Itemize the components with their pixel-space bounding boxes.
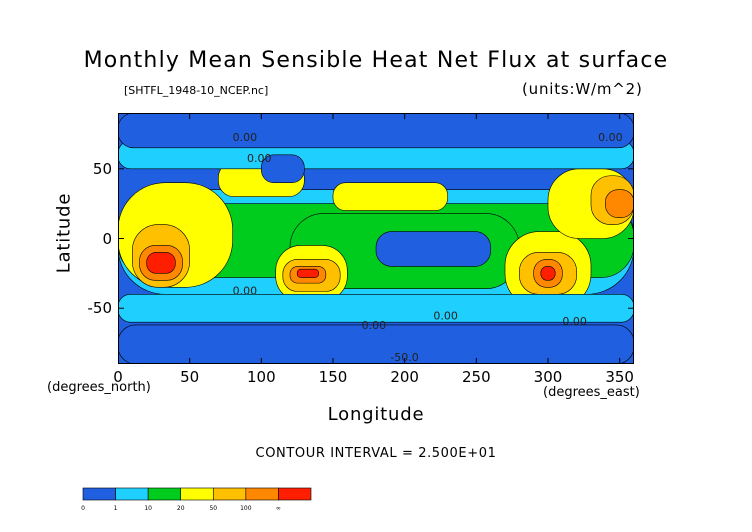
- x-tick-label: 200: [390, 368, 419, 386]
- colorbar-segment: [82, 487, 116, 501]
- field-region-18: [296, 268, 319, 278]
- x-tick-label: 300: [533, 368, 563, 386]
- file-name-label: [SHTFL_1948-10_NCEP.nc]: [124, 84, 269, 97]
- x-tick-label: 100: [247, 368, 276, 386]
- contour-label: -50.0: [390, 351, 418, 364]
- field-region-25: [261, 154, 305, 184]
- x-tick-label: 50: [180, 368, 200, 386]
- field-region-23: [118, 113, 634, 149]
- colorbar-label: 10: [144, 505, 152, 512]
- y-tick-label: 0: [102, 229, 112, 248]
- x-tick-label: 350: [605, 368, 634, 386]
- contour-label: 0.00: [233, 284, 258, 297]
- colorbar-segment: [278, 487, 312, 501]
- field-region-16: [605, 189, 634, 218]
- x-tick-label: 0: [113, 368, 123, 386]
- field-region-17: [146, 252, 176, 274]
- colorbar-label: 50: [209, 505, 218, 512]
- y-axis-title: Latitude: [53, 192, 75, 274]
- field-region-8: [332, 182, 448, 211]
- contour-label: 0.00: [233, 131, 258, 144]
- colorbar-segment: [245, 487, 279, 501]
- colorbar-label: 100: [240, 505, 252, 512]
- colorbar-segment: [115, 487, 149, 501]
- colorbar-label: 0: [81, 505, 85, 512]
- units-label: (units:W/m^2): [522, 80, 643, 98]
- contour-label: 0.00: [562, 315, 587, 328]
- colorbar-segment: [147, 487, 182, 501]
- x-axis-unit: (degrees_east): [543, 385, 640, 400]
- colorbar-segment: [212, 487, 247, 501]
- contour-interval-text: CONTOUR INTERVAL = 2.500E+01: [255, 446, 497, 461]
- colorbar: [82, 487, 312, 501]
- contour-label: 0.00: [598, 131, 623, 144]
- colorbar-segment: [180, 487, 214, 501]
- colorbar-label: ∞: [275, 505, 281, 512]
- y-axis-unit: (degrees_north): [47, 380, 151, 395]
- x-axis-title: Longitude: [327, 404, 425, 425]
- contour-label: 0.00: [433, 309, 458, 322]
- x-tick-label: 150: [318, 368, 348, 386]
- y-tick-label: 50: [92, 159, 112, 178]
- contour-label: 0.00: [247, 152, 272, 165]
- colorbar-label: 1: [113, 505, 118, 512]
- colorbar-label: 20: [176, 505, 185, 512]
- field-region-19: [540, 266, 556, 281]
- contour-label: 0.00: [362, 319, 387, 332]
- x-tick-label: 250: [462, 368, 491, 386]
- chart-title: Monthly Mean Sensible Heat Net Flux at s…: [83, 48, 669, 73]
- field-region-21: [118, 293, 634, 323]
- field-region-24: [375, 231, 491, 267]
- y-tick-label: -50: [87, 299, 113, 318]
- heatmap-plot-area: 0.00 0.00 0.00 0.00 0.00 0.00 0.00 -50.0: [118, 113, 634, 364]
